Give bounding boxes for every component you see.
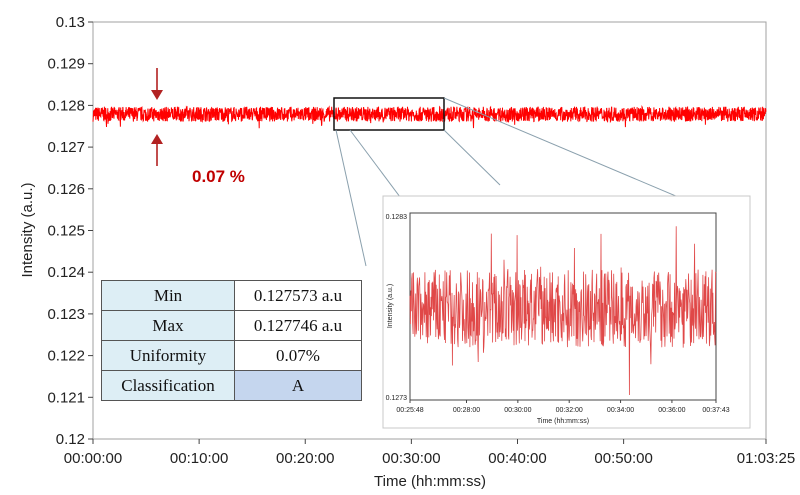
table-value-classification: A bbox=[234, 370, 362, 401]
y-tick-label: 0.13 bbox=[56, 14, 85, 31]
intensity-series-line bbox=[92, 105, 767, 129]
inset-x-tick-label: 00:25:48 bbox=[396, 407, 423, 414]
table-row: Min 0.127573 a.u bbox=[101, 280, 362, 311]
zoom-connector-line bbox=[443, 129, 501, 186]
table-value-uniformity: 0.07% bbox=[234, 340, 362, 371]
y-tick-label: 0.124 bbox=[47, 264, 85, 281]
stats-table: Min 0.127573 a.u Max 0.127746 a.u Unifor… bbox=[101, 280, 362, 401]
table-value-max: 0.127746 a.u bbox=[234, 310, 362, 341]
uniformity-annotation: 0.07 % bbox=[192, 167, 245, 186]
zoom-region-box bbox=[333, 97, 445, 131]
table-row: Classification A bbox=[101, 370, 362, 401]
x-tick-label: 00:00:00 bbox=[64, 450, 122, 467]
inset-y-tick-label: 0.1283 bbox=[386, 214, 408, 221]
x-axis-title: Time (hh:mm:ss) bbox=[374, 473, 486, 490]
x-tick-label: 00:40:00 bbox=[488, 450, 546, 467]
y-tick-label: 0.126 bbox=[47, 181, 85, 198]
inset-x-tick-label: 00:37:43 bbox=[702, 407, 729, 414]
table-row: Max 0.127746 a.u bbox=[101, 310, 362, 341]
y-tick-label: 0.123 bbox=[47, 306, 85, 323]
table-label-uniformity: Uniformity bbox=[101, 340, 235, 371]
main-trace bbox=[92, 105, 767, 129]
table-label-min: Min bbox=[101, 280, 235, 311]
inset-x-tick-label: 00:28:00 bbox=[453, 407, 480, 414]
inset-ticks: 0.1273 0.1283 00:25:48 00:28:00 00:30:00 00:3… bbox=[386, 214, 730, 414]
inset-x-axis-title: Time (hh:mm:ss) bbox=[537, 418, 589, 425]
y-tick-label: 0.129 bbox=[47, 56, 85, 73]
table-row: Uniformity 0.07% bbox=[101, 340, 362, 371]
inset-trace bbox=[409, 226, 717, 396]
y-tick-label: 0.12 bbox=[56, 431, 85, 448]
y-tick-label: 0.125 bbox=[47, 223, 85, 240]
table-value-min: 0.127573 a.u bbox=[234, 280, 362, 311]
x-tick-label: 00:10:00 bbox=[170, 450, 228, 467]
y-tick-label: 0.121 bbox=[47, 389, 85, 406]
zoom-connector-line bbox=[443, 97, 717, 214]
zoom-connector-line bbox=[335, 129, 367, 267]
inset-x-tick-label: 00:36:00 bbox=[658, 407, 685, 414]
table-label-max: Max bbox=[101, 310, 235, 341]
inset-y-axis-title: Intensity (a.u.) bbox=[387, 284, 394, 328]
inset-x-tick-label: 00:32:00 bbox=[556, 407, 583, 414]
inset-x-tick-label: 00:34:00 bbox=[607, 407, 634, 414]
inset-x-tick-label: 00:30:00 bbox=[504, 407, 531, 414]
main-ticks: 0.12 0.121 0.122 0.123 0.124 0.125 0.126 0.127 0… bbox=[47, 14, 795, 467]
x-tick-label: 00:50:00 bbox=[594, 450, 652, 467]
inset-series-line bbox=[409, 226, 717, 396]
y-axis-title: Intensity (a.u.) bbox=[19, 182, 36, 277]
y-tick-label: 0.122 bbox=[47, 348, 85, 365]
variation-arrows bbox=[151, 68, 163, 166]
x-tick-label: 00:20:00 bbox=[276, 450, 334, 467]
inset-y-tick-label: 0.1273 bbox=[386, 395, 408, 402]
y-tick-label: 0.127 bbox=[47, 139, 85, 156]
x-tick-label: 01:03:25 bbox=[737, 450, 795, 467]
table-label-classification: Classification bbox=[101, 370, 235, 401]
x-tick-label: 00:30:00 bbox=[382, 450, 440, 467]
y-tick-label: 0.128 bbox=[47, 97, 85, 114]
